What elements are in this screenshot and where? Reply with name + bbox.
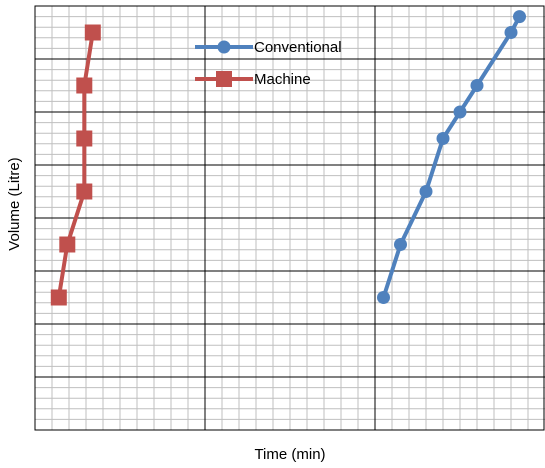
legend-marker-machine <box>216 71 232 87</box>
data-point-conventional <box>394 238 407 251</box>
series-line-machine <box>56 30 95 300</box>
series-conventional <box>377 10 526 304</box>
legend: Conventional Machine <box>195 39 342 88</box>
legend-entry-conventional: Conventional <box>195 39 342 56</box>
data-point-machine <box>76 130 93 147</box>
data-point-machine <box>76 183 93 200</box>
legend-label-machine: Machine <box>254 71 311 88</box>
data-point-conventional <box>453 105 467 119</box>
data-point-machine <box>84 24 101 41</box>
plot-area-border <box>34 5 545 431</box>
data-point-conventional <box>470 79 484 92</box>
major-grid <box>35 6 545 430</box>
data-point-conventional <box>419 185 433 198</box>
y-axis-title: Volume (Litre) <box>6 157 23 250</box>
series-line-conventional <box>381 14 522 300</box>
legend-label-conventional: Conventional <box>254 39 342 56</box>
data-point-machine <box>76 77 93 94</box>
data-point-conventional <box>436 132 450 145</box>
data-point-conventional <box>504 26 518 39</box>
data-point-machine <box>59 236 76 253</box>
x-axis-title: Time (min) <box>254 446 325 463</box>
data-point-machine <box>50 289 67 306</box>
legend-entry-machine: Machine <box>195 71 311 88</box>
data-point-conventional <box>377 291 390 304</box>
data-point-conventional <box>513 10 526 24</box>
series-layer <box>50 10 526 306</box>
legend-marker-conventional <box>217 40 231 54</box>
series-machine <box>50 24 101 306</box>
